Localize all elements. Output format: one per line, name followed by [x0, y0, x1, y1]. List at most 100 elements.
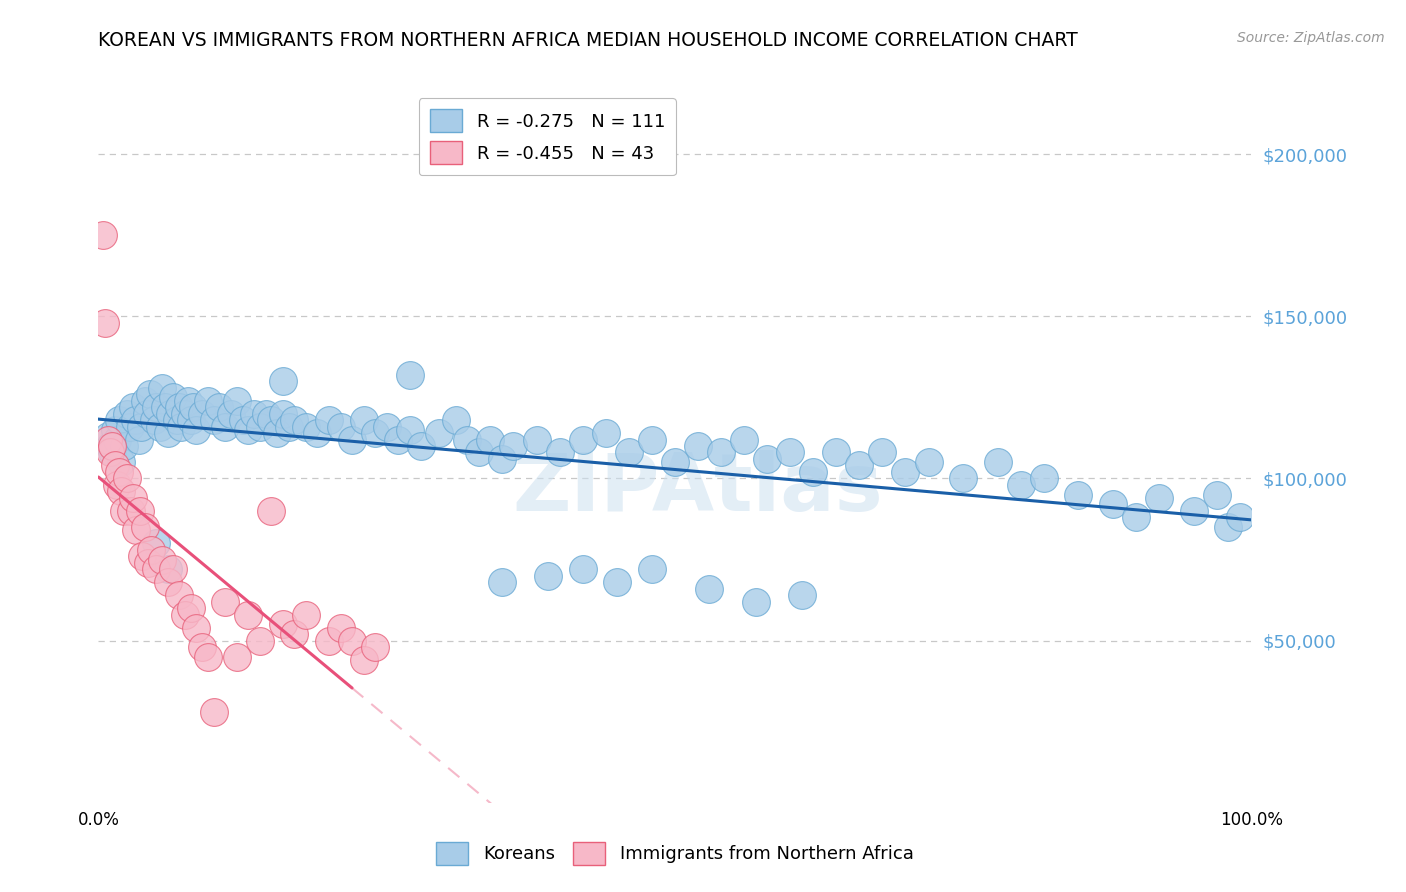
Point — [135, 407, 157, 421]
Point — [103, 458, 125, 473]
Point — [733, 433, 755, 447]
Point — [91, 228, 114, 243]
Point — [159, 407, 181, 421]
Point — [537, 568, 560, 582]
Point — [214, 595, 236, 609]
Point — [444, 413, 467, 427]
Text: KOREAN VS IMMIGRANTS FROM NORTHERN AFRICA MEDIAN HOUSEHOLD INCOME CORRELATION CH: KOREAN VS IMMIGRANTS FROM NORTHERN AFRIC… — [98, 31, 1078, 50]
Point — [872, 445, 894, 459]
Point — [266, 425, 288, 440]
Point — [97, 433, 120, 447]
Point — [271, 617, 294, 632]
Point — [208, 400, 231, 414]
Point — [641, 562, 664, 576]
Point — [94, 316, 117, 330]
Point — [202, 413, 225, 427]
Point — [595, 425, 617, 440]
Point — [1205, 488, 1227, 502]
Point — [129, 419, 152, 434]
Point — [548, 445, 571, 459]
Point — [526, 433, 548, 447]
Point — [156, 425, 179, 440]
Point — [1032, 471, 1054, 485]
Point — [108, 413, 131, 427]
Point — [122, 491, 145, 505]
Point — [329, 419, 352, 434]
Point — [664, 455, 686, 469]
Point — [186, 423, 208, 437]
Point — [249, 633, 271, 648]
Point — [491, 452, 513, 467]
Point — [801, 465, 824, 479]
Point — [125, 524, 148, 538]
Point — [108, 465, 131, 479]
Point — [243, 407, 266, 421]
Point — [710, 445, 733, 459]
Point — [398, 423, 420, 437]
Point — [112, 439, 135, 453]
Point — [186, 621, 208, 635]
Point — [825, 445, 848, 459]
Point — [197, 649, 219, 664]
Point — [191, 407, 214, 421]
Point — [699, 582, 721, 596]
Point — [295, 419, 318, 434]
Point — [136, 556, 159, 570]
Point — [353, 413, 375, 427]
Point — [180, 601, 202, 615]
Point — [142, 413, 165, 427]
Point — [340, 433, 363, 447]
Point — [283, 413, 305, 427]
Point — [225, 649, 247, 664]
Point — [249, 419, 271, 434]
Point — [617, 445, 640, 459]
Point — [364, 425, 387, 440]
Point — [167, 588, 190, 602]
Point — [790, 588, 813, 602]
Point — [848, 458, 870, 473]
Point — [197, 393, 219, 408]
Point — [214, 419, 236, 434]
Point — [491, 575, 513, 590]
Point — [98, 445, 121, 459]
Point — [364, 640, 387, 654]
Point — [97, 429, 120, 443]
Point — [162, 562, 184, 576]
Point — [411, 439, 433, 453]
Point — [180, 413, 202, 427]
Point — [162, 390, 184, 404]
Point — [110, 455, 132, 469]
Text: Source: ZipAtlas.com: Source: ZipAtlas.com — [1237, 31, 1385, 45]
Point — [1182, 504, 1205, 518]
Point — [134, 393, 156, 408]
Point — [329, 621, 352, 635]
Point — [103, 423, 125, 437]
Point — [1010, 478, 1032, 492]
Point — [571, 433, 593, 447]
Point — [101, 445, 124, 459]
Point — [756, 452, 779, 467]
Point — [641, 433, 664, 447]
Point — [456, 433, 478, 447]
Point — [118, 419, 141, 434]
Point — [398, 368, 420, 382]
Point — [987, 455, 1010, 469]
Point — [141, 542, 163, 557]
Point — [145, 400, 167, 414]
Point — [191, 640, 214, 654]
Point — [174, 607, 197, 622]
Point — [917, 455, 939, 469]
Point — [340, 633, 363, 648]
Point — [260, 413, 283, 427]
Point — [148, 419, 170, 434]
Point — [271, 374, 294, 388]
Point — [156, 562, 179, 576]
Point — [170, 419, 193, 434]
Point — [686, 439, 709, 453]
Point — [150, 552, 173, 566]
Point — [606, 575, 628, 590]
Point — [1229, 510, 1251, 524]
Point — [231, 413, 254, 427]
Point — [124, 413, 146, 427]
Point — [468, 445, 491, 459]
